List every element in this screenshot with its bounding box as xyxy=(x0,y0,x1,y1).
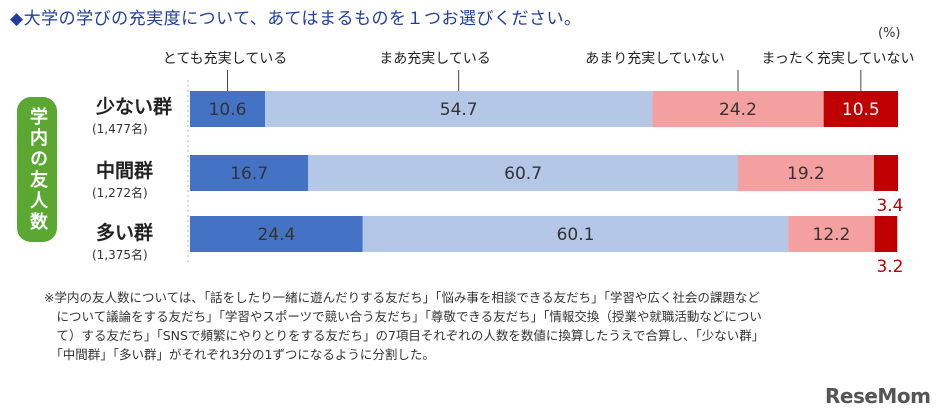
footnote-line: について議論をする友だち」「学習やスポーツで競い合う友だち」「尊敬できる友だち」… xyxy=(44,309,762,324)
footnote: ※学内の友人数については、「話をしたり一緒に遊んだりする友だち」「悩み事を相談で… xyxy=(44,288,924,364)
bar-segment xyxy=(190,216,363,252)
footnote-line: ※学内の友人数については、「話をしたり一緒に遊んだりする友だち」「悩み事を相談で… xyxy=(44,290,760,305)
legend-label: あまり充実していない xyxy=(585,51,725,67)
data-label: 10.6 xyxy=(209,100,247,120)
legend-label: とても充実している xyxy=(162,51,288,67)
group-count: (1,477名) xyxy=(92,122,148,136)
bar-segment xyxy=(190,155,309,191)
legend-label: まったく充実していない xyxy=(761,51,915,67)
legend-label: まあ充実している xyxy=(379,51,491,67)
bar-segment xyxy=(190,91,266,127)
data-label: 3.4 xyxy=(876,196,903,216)
group-count: (1,272名) xyxy=(92,186,148,200)
data-label: 3.2 xyxy=(876,257,903,277)
group-count: (1,375名) xyxy=(92,248,148,262)
bar-segment xyxy=(737,155,874,191)
data-label: 24.4 xyxy=(257,225,295,245)
group-name: 少ない群 xyxy=(96,96,173,118)
data-label: 54.7 xyxy=(440,100,478,120)
bar-segment xyxy=(823,91,898,127)
data-label: 60.1 xyxy=(557,225,595,245)
group-name: 多い群 xyxy=(96,222,154,244)
chart-title: ◆大学の学びの充実度について、あてはまるものを１つお選びください。 xyxy=(10,9,582,29)
footnote-line: 「中間群」「多い群」がそれぞれ3分の1ずつになるように分割した。 xyxy=(44,347,435,362)
bar-segment xyxy=(788,216,875,252)
data-label: 60.7 xyxy=(504,164,542,184)
data-label: 12.2 xyxy=(813,225,851,245)
data-label: 16.7 xyxy=(230,164,268,184)
unit-label: (%) xyxy=(878,26,901,41)
group-name: 中間群 xyxy=(96,160,154,182)
resemom-logo: ReseMom xyxy=(825,384,931,408)
bar-segment xyxy=(873,155,898,191)
footnote-line: て）する友だち」「SNSで頻繁にやりとりをする友だち」の7項目それぞれの人数を数… xyxy=(44,328,765,343)
data-label: 24.2 xyxy=(719,100,757,120)
bar-segment xyxy=(362,216,789,252)
bar-segment xyxy=(874,216,898,252)
bar-segment xyxy=(652,91,824,127)
bar-segment xyxy=(308,155,738,191)
bar-segment xyxy=(265,91,653,127)
stacked-bar-chart: 10.6 54.7 24.2 10.5 16.7 60.7 19.2 3.4 24.4 60.1 1… xyxy=(187,70,903,277)
side-label: 学内の友人数 xyxy=(17,97,57,242)
data-label: 10.5 xyxy=(842,100,880,120)
data-label: 19.2 xyxy=(787,164,825,184)
